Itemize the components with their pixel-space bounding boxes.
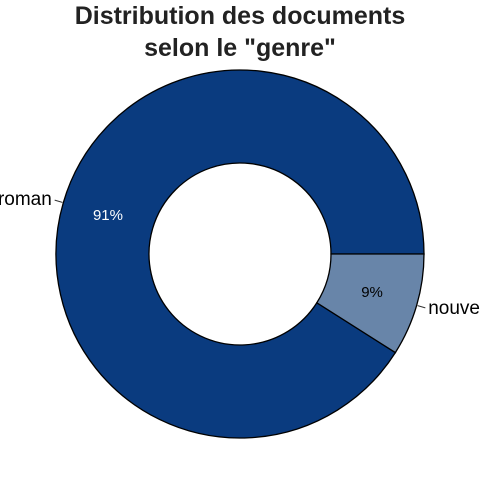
chart-title-line-1: Distribution des documents — [74, 2, 406, 30]
category-label-nouvelle: nouvelle — [428, 298, 480, 319]
slice-roman — [55, 69, 425, 439]
donut-slices — [55, 69, 425, 439]
chart-title-line-2: selon le "genre" — [144, 34, 336, 62]
slice-percent-roman: 91% — [93, 207, 123, 224]
leader-line-roman — [54, 199, 63, 203]
donut-labels: 91% roman 9% nouvelle — [0, 189, 480, 319]
category-label-roman: roman — [0, 189, 52, 210]
slice-percent-nouvelle: 9% — [361, 284, 383, 301]
leader-line-nouvelle — [417, 305, 426, 309]
slice-nouvelle — [315, 253, 425, 354]
chart-title: Distribution des documents selon le "gen… — [0, 0, 480, 64]
